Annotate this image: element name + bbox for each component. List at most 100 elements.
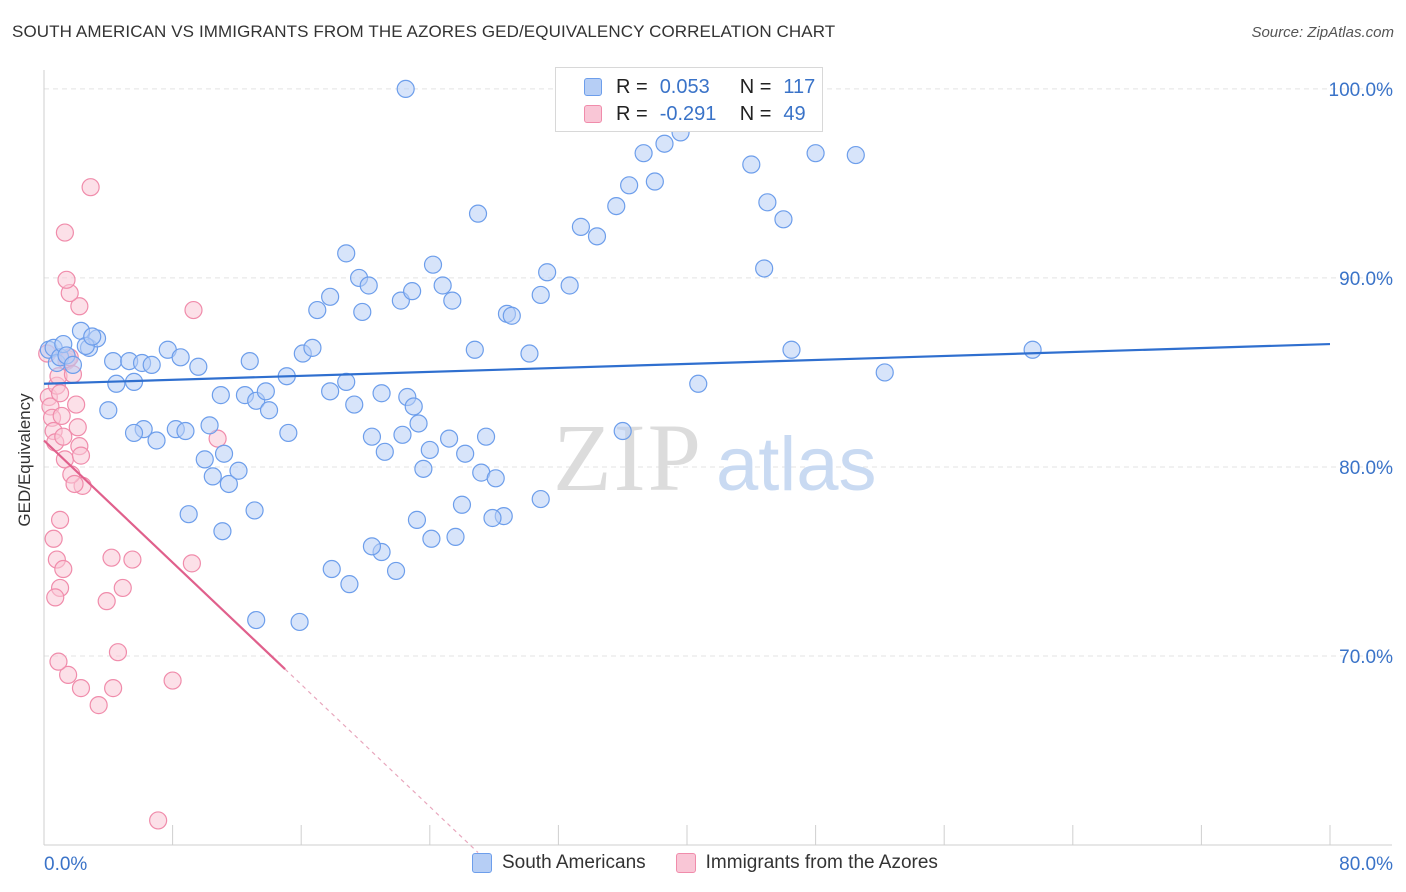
y-tick-label: 70.0% <box>1339 647 1393 668</box>
stats-legend: R = 0.053 N = 117 R = -0.291 N = 49 <box>555 67 823 132</box>
data-point-south-americans <box>468 204 488 223</box>
stats-legend-row-pink: R = -0.291 N = 49 <box>584 101 812 127</box>
data-point-azores <box>54 427 73 446</box>
data-point-azores <box>71 446 91 465</box>
data-point-south-americans <box>465 340 484 359</box>
series-legend: South Americans Immigrants from the Azor… <box>472 852 968 874</box>
data-point-azores <box>182 554 201 573</box>
data-point-azores <box>208 429 227 448</box>
data-point-azores <box>52 406 71 426</box>
data-point-south-americans <box>189 357 208 376</box>
data-point-south-americans <box>571 217 591 236</box>
watermark-atlas: atlas <box>716 422 877 507</box>
y-tick-label: 80.0% <box>1339 458 1393 479</box>
n-value: 49 <box>783 102 806 125</box>
pink-swatch <box>675 853 696 873</box>
data-point-south-americans <box>433 276 452 295</box>
data-point-south-americans <box>538 263 557 282</box>
data-point-south-americans <box>229 461 248 480</box>
data-point-south-americans <box>372 384 391 403</box>
data-point-azores <box>81 178 100 197</box>
stats-legend-row-blue: R = 0.053 N = 117 <box>584 74 821 100</box>
legend-label: Immigrants from the Azores <box>705 852 938 873</box>
data-point-south-americans <box>195 450 214 469</box>
data-point-south-americans <box>782 340 801 359</box>
data-point-south-americans <box>755 259 774 278</box>
data-point-south-americans <box>655 134 674 153</box>
data-point-south-americans <box>645 172 664 191</box>
data-point-south-americans <box>63 355 83 374</box>
x-tick-label: 0.0% <box>44 854 87 875</box>
data-point-south-americans <box>423 255 443 274</box>
data-point-south-americans <box>362 427 382 446</box>
data-point-south-americans <box>321 382 340 401</box>
data-point-south-americans <box>240 351 259 371</box>
data-point-azores <box>108 643 128 662</box>
data-point-south-americans <box>213 522 232 541</box>
data-point-south-americans <box>396 79 415 99</box>
data-point-south-americans <box>337 244 356 263</box>
x-tick-label: 80.0% <box>1339 854 1393 875</box>
data-point-azores <box>184 300 203 320</box>
r-value: 0.053 <box>659 75 710 98</box>
blue-points <box>39 79 1042 632</box>
data-point-azores <box>71 679 91 698</box>
n-label: N = <box>739 75 772 98</box>
data-point-south-americans <box>486 469 505 488</box>
data-point-south-americans <box>171 348 190 367</box>
data-point-south-americans <box>359 276 378 295</box>
data-point-south-americans <box>142 355 161 374</box>
data-point-azores <box>54 559 73 579</box>
data-point-azores <box>68 418 87 437</box>
data-point-south-americans <box>560 276 579 295</box>
data-point-south-americans <box>446 527 465 546</box>
data-point-azores <box>102 548 121 567</box>
data-point-south-americans <box>200 416 219 435</box>
data-point-azores <box>70 297 89 316</box>
data-point-south-americans <box>279 423 298 443</box>
legend-item-azores: Immigrants from the Azores <box>675 852 938 874</box>
data-point-azores <box>123 550 142 569</box>
trend-lines <box>43 342 1331 853</box>
data-point-south-americans <box>452 495 472 514</box>
r-label: R = <box>616 75 648 98</box>
data-point-south-americans <box>308 300 327 320</box>
data-point-south-americans <box>420 440 439 460</box>
data-point-south-americans <box>502 306 521 325</box>
data-point-south-americans <box>607 196 626 216</box>
data-point-south-americans <box>393 425 412 444</box>
data-point-south-americans <box>414 459 433 478</box>
n-value: 117 <box>783 75 816 98</box>
source-label: Source: ZipAtlas.com <box>1251 24 1394 41</box>
data-point-south-americans <box>211 386 230 405</box>
data-point-azores <box>65 474 84 494</box>
data-point-south-americans <box>203 467 222 486</box>
data-point-azores <box>44 529 63 548</box>
data-point-south-americans <box>476 427 496 446</box>
data-point-south-americans <box>404 397 423 416</box>
data-point-south-americans <box>758 193 777 212</box>
data-point-south-americans <box>875 363 894 382</box>
data-point-azores <box>50 384 70 403</box>
data-point-azores <box>50 510 70 529</box>
data-point-azores <box>55 223 74 242</box>
legend-label: South Americans <box>502 852 646 873</box>
data-point-south-americans <box>147 431 166 450</box>
data-point-south-americans <box>83 327 102 346</box>
data-point-azores <box>59 665 78 684</box>
tick-labels: 70.0% 80.0% 90.0% 100.0% 0.0% 80.0% <box>44 80 1393 875</box>
data-point-south-americans <box>403 282 422 301</box>
data-point-south-americans <box>353 302 372 322</box>
data-point-south-americans <box>443 291 462 310</box>
data-point-south-americans <box>375 442 394 461</box>
data-point-south-americans <box>456 444 475 463</box>
data-point-south-americans <box>689 374 708 393</box>
data-point-south-americans <box>259 401 279 420</box>
data-point-south-americans <box>303 338 322 357</box>
data-point-azores <box>49 652 68 671</box>
data-point-south-americans <box>322 559 341 579</box>
y-tick-label: 90.0% <box>1339 269 1393 290</box>
grid-lines <box>44 88 1392 657</box>
legend-item-south-americans: South Americans <box>472 852 646 874</box>
